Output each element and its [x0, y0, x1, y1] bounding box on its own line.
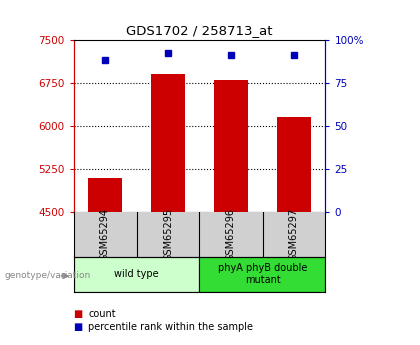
Text: GSM65297: GSM65297 [289, 208, 299, 261]
Bar [200, 257, 326, 292]
Text: ■: ■ [74, 309, 83, 319]
Title: GDS1702 / 258713_at: GDS1702 / 258713_at [126, 24, 273, 37]
Text: GSM65295: GSM65295 [163, 208, 173, 261]
Text: genotype/variation: genotype/variation [4, 272, 90, 280]
Bar [88, 178, 122, 212]
Text: wild type: wild type [114, 269, 159, 279]
Bar [277, 117, 311, 212]
Text: count: count [88, 309, 116, 319]
Text: ■: ■ [74, 322, 83, 332]
Text: phyA phyB double
mutant: phyA phyB double mutant [218, 264, 307, 285]
Text: percentile rank within the sample: percentile rank within the sample [88, 322, 253, 332]
Text: GSM65296: GSM65296 [226, 208, 236, 261]
Bar [151, 74, 185, 212]
Text: GSM65294: GSM65294 [100, 208, 110, 261]
Bar [74, 257, 200, 292]
Bar [214, 80, 248, 212]
